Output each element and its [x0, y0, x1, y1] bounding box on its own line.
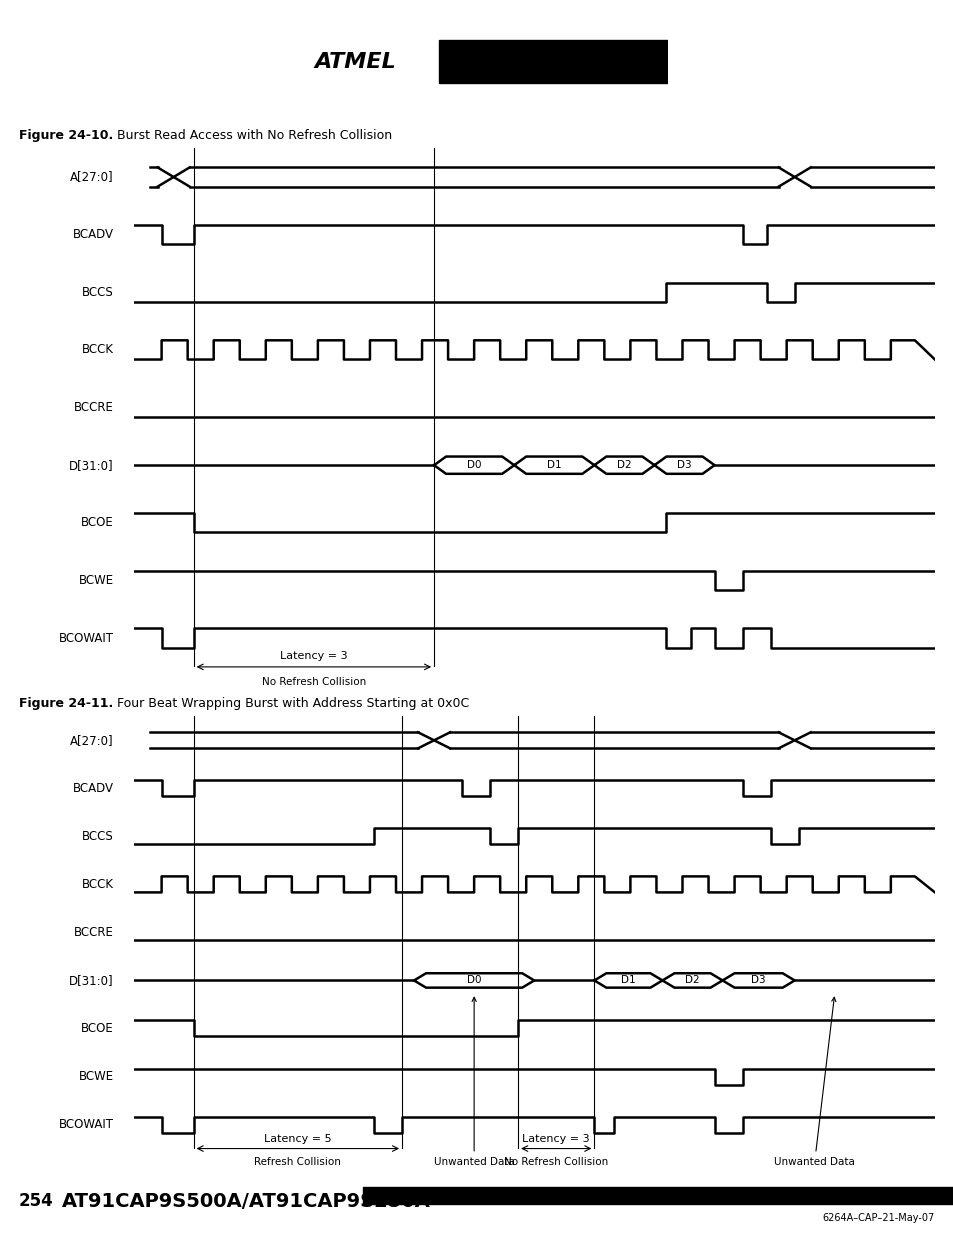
Text: D1: D1: [546, 461, 561, 471]
Text: No Refresh Collision: No Refresh Collision: [503, 1156, 608, 1167]
Text: Four Beat Wrapping Burst with Address Starting at 0x0C: Four Beat Wrapping Burst with Address St…: [112, 697, 468, 710]
Text: 254: 254: [19, 1192, 53, 1210]
Text: BCCRE: BCCRE: [73, 401, 113, 414]
Bar: [362, 1188, 953, 1204]
Text: D0: D0: [466, 461, 481, 471]
Text: D[31:0]: D[31:0]: [69, 974, 113, 987]
Text: BCADV: BCADV: [72, 782, 113, 795]
Text: AT91CAP9S500A/AT91CAP9S250A: AT91CAP9S500A/AT91CAP9S250A: [62, 1192, 431, 1210]
Text: BCOE: BCOE: [81, 516, 113, 530]
Text: BCOWAIT: BCOWAIT: [58, 1118, 113, 1131]
Text: Latency = 3: Latency = 3: [522, 1134, 590, 1144]
Text: Unwanted Data: Unwanted Data: [774, 997, 854, 1167]
Text: BCCS: BCCS: [82, 285, 113, 299]
Text: Figure 24-10.: Figure 24-10.: [19, 128, 113, 142]
Text: D2: D2: [617, 461, 631, 471]
Text: D2: D2: [684, 976, 700, 986]
Text: A[27:0]: A[27:0]: [70, 734, 113, 747]
Text: Latency = 3: Latency = 3: [280, 651, 347, 661]
Text: D[31:0]: D[31:0]: [69, 458, 113, 472]
Text: D1: D1: [620, 976, 635, 986]
Text: BCWE: BCWE: [78, 574, 113, 587]
Text: Figure 24-11.: Figure 24-11.: [19, 697, 113, 710]
Text: BCCK: BCCK: [81, 878, 113, 890]
Text: BCCK: BCCK: [81, 343, 113, 357]
Text: BCWE: BCWE: [78, 1070, 113, 1083]
Text: Unwanted Data: Unwanted Data: [434, 998, 514, 1167]
Text: BCOWAIT: BCOWAIT: [58, 631, 113, 645]
Bar: [438, 40, 667, 84]
Text: BCCRE: BCCRE: [73, 926, 113, 939]
Text: Refresh Collision: Refresh Collision: [254, 1156, 341, 1167]
Text: ATMEL: ATMEL: [314, 52, 395, 72]
Text: No Refresh Collision: No Refresh Collision: [261, 677, 366, 687]
Text: D3: D3: [751, 976, 765, 986]
Text: BCCS: BCCS: [82, 830, 113, 842]
Text: Latency = 5: Latency = 5: [264, 1134, 332, 1144]
Text: BCOE: BCOE: [81, 1023, 113, 1035]
Text: 6264A–CAP–21-May-07: 6264A–CAP–21-May-07: [821, 1213, 934, 1223]
Text: D3: D3: [677, 461, 691, 471]
Text: Burst Read Access with No Refresh Collision: Burst Read Access with No Refresh Collis…: [112, 128, 392, 142]
Text: A[27:0]: A[27:0]: [70, 170, 113, 184]
Text: BCADV: BCADV: [72, 228, 113, 241]
Text: D0: D0: [466, 976, 481, 986]
